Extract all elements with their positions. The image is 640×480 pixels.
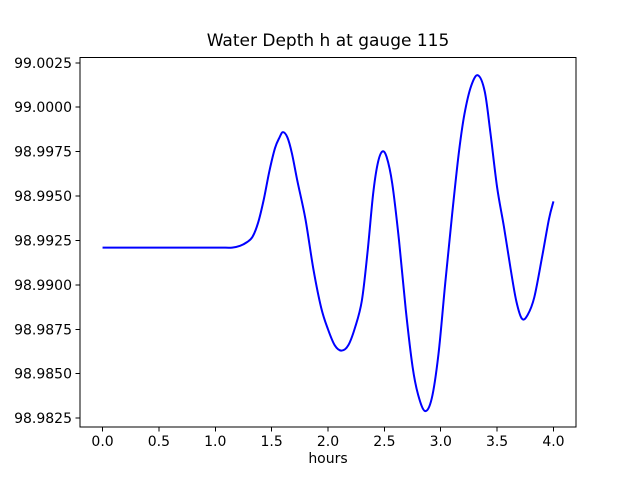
y-tick-label: 98.9825 (14, 411, 72, 427)
y-tick-label: 98.9950 (14, 189, 72, 205)
y-tick-label: 98.9900 (14, 278, 72, 294)
x-tick-label: 2.5 (373, 434, 395, 450)
y-tick-label: 99.0025 (14, 56, 72, 72)
x-tick-label: 3.5 (486, 434, 508, 450)
x-tick-label: 3.0 (430, 434, 452, 450)
x-tick-label: 2.0 (317, 434, 339, 450)
y-tick-label: 98.9975 (14, 145, 72, 161)
data-line-h (102, 74, 555, 413)
y-tick-label: 99.0000 (14, 100, 72, 116)
x-tick-label: 0.5 (148, 434, 170, 450)
y-tick-label: 98.9850 (14, 367, 72, 383)
x-tick-label: 0.0 (91, 434, 113, 450)
y-tick-label: 98.9875 (14, 322, 72, 338)
x-tick-label: 4.0 (542, 434, 564, 450)
x-tick-label: 1.5 (261, 434, 283, 450)
axes-frame (79, 57, 577, 428)
x-axis-label: hours (308, 451, 348, 467)
y-tick-label: 98.9925 (14, 233, 72, 249)
x-tick-label: 1.0 (204, 434, 226, 450)
chart-title: Water Depth h at gauge 115 (206, 31, 450, 51)
